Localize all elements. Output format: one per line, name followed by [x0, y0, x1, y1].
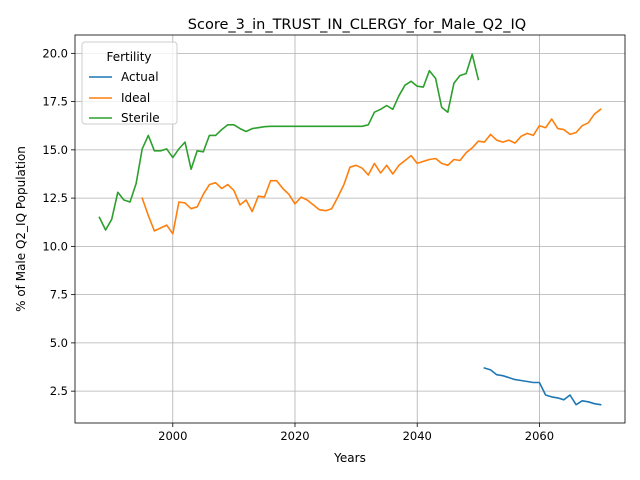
grid	[75, 35, 625, 423]
legend-label-ideal: Ideal	[121, 91, 150, 105]
y-tick-label: 12.5	[42, 191, 68, 205]
y-tick-label: 17.5	[42, 95, 68, 109]
x-tick-label: 2000	[158, 429, 187, 443]
legend-label-actual: Actual	[121, 70, 159, 84]
y-tick-label: 2.5	[50, 384, 68, 398]
x-axis-ticks: 2000 2020 2040 2060	[158, 423, 554, 443]
series-line-actual	[483, 367, 602, 406]
x-tick-label: 2060	[525, 429, 554, 443]
legend-title: Fertility	[106, 50, 151, 64]
y-axis-ticks: 2.5 5.0 7.5 10.0 12.5 15.0 17.5 20.0	[42, 46, 75, 398]
y-tick-label: 10.0	[42, 239, 68, 253]
x-tick-label: 2040	[403, 429, 432, 443]
axes-frame	[74, 34, 626, 424]
series-line-ideal	[141, 108, 602, 235]
legend: Fertility Actual Ideal Sterile	[81, 41, 178, 125]
y-tick-label: 5.0	[50, 336, 68, 350]
legend-box	[81, 41, 178, 125]
y-tick-label: 7.5	[50, 288, 68, 302]
y-tick-label: 20.0	[42, 46, 68, 60]
legend-label-sterile: Sterile	[121, 111, 160, 125]
x-axis-label: Years	[333, 451, 366, 465]
chart-title: Score_3_in_TRUST_IN_CLERGY_for_Male_Q2_I…	[188, 17, 526, 33]
x-tick-label: 2020	[280, 429, 309, 443]
y-tick-label: 15.0	[42, 143, 68, 157]
series-lines	[98, 53, 602, 406]
y-axis-label: % of Male Q2_IQ Population	[14, 146, 28, 312]
series-line-sterile	[98, 53, 480, 231]
